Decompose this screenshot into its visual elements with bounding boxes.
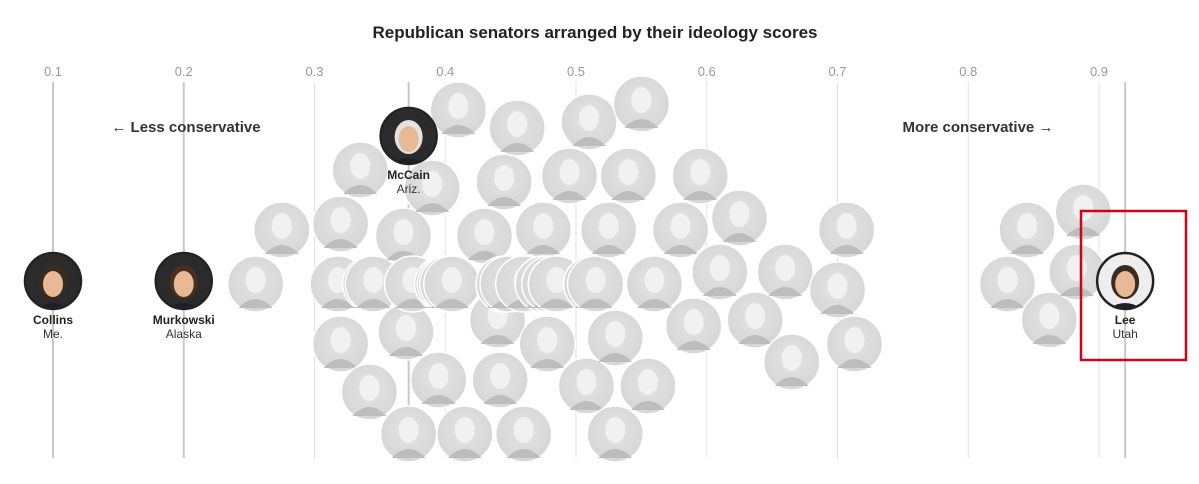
senator-face [311, 315, 370, 373]
senator-face [671, 147, 729, 205]
senator-face [471, 351, 529, 409]
senator-face [409, 351, 468, 409]
senator-face [494, 405, 553, 463]
senator-face [226, 255, 285, 313]
senator-face [762, 333, 821, 391]
senator-face [475, 153, 533, 211]
senator-face [311, 195, 370, 253]
senator-face [825, 315, 884, 373]
senator-state: Alaska [166, 327, 202, 341]
senator-face [374, 207, 433, 265]
senator-state: Ariz. [397, 182, 421, 196]
senator-face [540, 147, 599, 205]
senator-face [579, 201, 638, 259]
senator-face [808, 261, 867, 319]
senator-face [377, 303, 435, 361]
senator-face [756, 243, 814, 301]
senator-face [429, 81, 488, 139]
senator-state: Me. [43, 327, 63, 341]
senator-face [253, 201, 311, 259]
senator-face [379, 405, 438, 463]
senator-face [726, 291, 784, 349]
senator-face [710, 189, 769, 247]
x-tick-label: 0.9 [1090, 64, 1108, 79]
x-tick-label: 0.3 [305, 64, 323, 79]
senator-name: Murkowski [153, 313, 215, 327]
senator-face [403, 159, 461, 217]
senator-face [340, 363, 399, 421]
senator-face [455, 207, 514, 265]
x-tick-label: 0.4 [436, 64, 454, 79]
less-conservative-label: ← Less conservative [111, 119, 260, 136]
highlight-box [1079, 209, 1188, 362]
senator-face [664, 297, 723, 355]
senator-face [488, 99, 546, 157]
senator-face [978, 255, 1037, 313]
senator-face [625, 255, 684, 313]
senator-faces [226, 75, 1113, 463]
senator-face [586, 405, 644, 463]
senator-face [691, 243, 749, 301]
senator-face [423, 255, 481, 313]
senator-face [514, 201, 573, 259]
senator-face [817, 201, 876, 259]
senator-face [557, 357, 616, 415]
x-axis-tick-labels: 0.1 0.2 0.3 0.4 0.5 0.6 0.7 0.8 0.9 [44, 64, 1108, 79]
senator-face [436, 405, 494, 463]
x-tick-label: 0.5 [567, 64, 585, 79]
senator-face [619, 357, 677, 415]
senator-name: Collins [33, 313, 73, 327]
senator-face [331, 141, 390, 199]
senator-face [344, 255, 403, 313]
x-tick-label: 0.6 [698, 64, 716, 79]
senator-name: Lee [1115, 313, 1136, 327]
senator-face [1020, 291, 1079, 349]
x-tick-label: 0.7 [828, 64, 846, 79]
senator-state: Utah [1112, 327, 1137, 341]
senator-face [566, 255, 625, 313]
senator-face [586, 309, 644, 367]
x-tick-label: 0.2 [175, 64, 193, 79]
senator-face [998, 201, 1056, 259]
senator-face [651, 201, 710, 259]
senator-face [599, 147, 658, 205]
senator-face [612, 75, 671, 133]
x-tick-label: 0.1 [44, 64, 62, 79]
senator-face [1048, 243, 1106, 301]
more-conservative-label: More conservative → [903, 119, 1054, 136]
x-tick-label: 0.8 [959, 64, 977, 79]
senator-face [518, 315, 576, 373]
chart-title: Republican senators arranged by their id… [373, 23, 818, 42]
senator-face [560, 93, 618, 151]
senator-name: McCain [387, 168, 430, 182]
